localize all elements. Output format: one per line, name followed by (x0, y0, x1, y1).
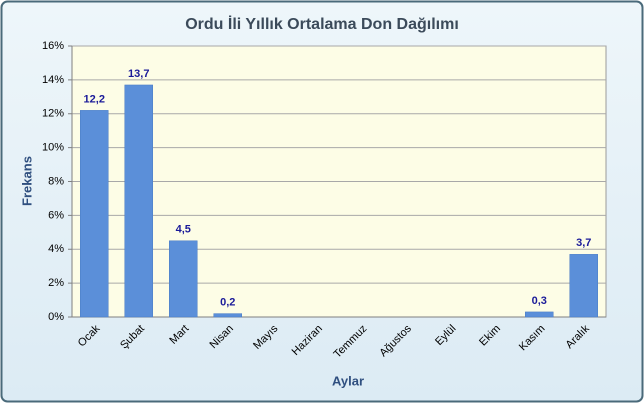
y-tick-label: 10% (42, 142, 64, 154)
bar (525, 311, 554, 318)
y-tick-label: 16% (42, 40, 64, 52)
y-axis-title: Frekans (19, 156, 34, 206)
bar (169, 240, 198, 318)
y-tick-label: 2% (48, 277, 64, 289)
y-tick-label: 8% (48, 175, 64, 187)
bar (569, 254, 598, 318)
x-axis-title: Aylar (332, 373, 364, 388)
value-label: 13,7 (128, 68, 149, 80)
value-label: 3,7 (576, 237, 591, 249)
chart-title: Ordu İli Yıllık Ortalama Don Dağılımı (185, 15, 459, 33)
y-tick-label: 6% (48, 209, 64, 221)
value-label: 0,2 (220, 297, 235, 309)
y-tick-label: 12% (42, 108, 64, 120)
y-tick-label: 14% (42, 74, 64, 86)
bar (124, 84, 153, 318)
value-label: 0,3 (532, 295, 547, 307)
value-label: 12,2 (84, 93, 105, 105)
y-tick-label: 0% (48, 311, 64, 323)
bar (213, 313, 242, 318)
bar (80, 110, 109, 318)
y-tick-label: 4% (48, 243, 64, 255)
value-label: 4,5 (176, 224, 191, 236)
